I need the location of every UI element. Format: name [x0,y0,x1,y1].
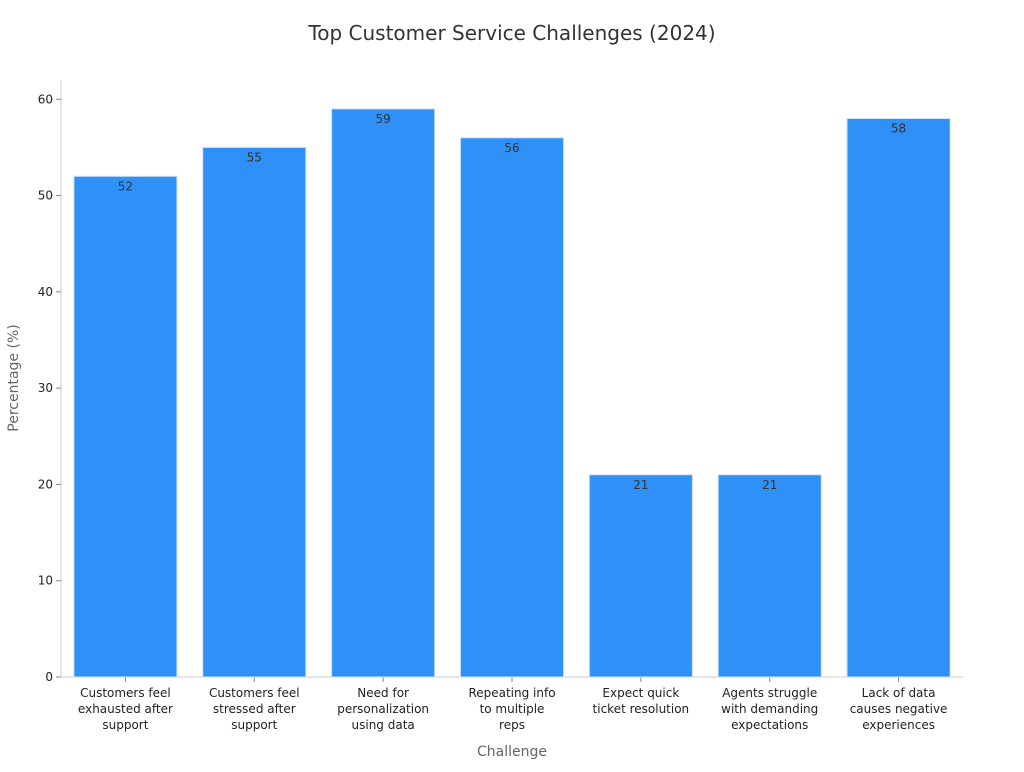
bar [588,474,693,678]
x-tick-label: Repeating info to multiple reps [468,686,555,732]
bar-value-label: 56 [504,141,519,155]
y-tick-label: 50 [38,189,53,203]
bar [459,137,565,678]
bar [717,474,822,678]
bar-value-label: 21 [633,478,648,492]
y-tick-label: 20 [38,477,53,491]
x-tick-label: Lack of data causes negative experiences [850,686,948,732]
y-tick-label: 60 [38,92,53,106]
x-tick-label: Customers feel stressed after support [209,686,300,732]
bar-value-label: 59 [376,112,391,126]
bar-value-label: 52 [118,179,133,193]
y-tick-label: 30 [38,381,53,395]
x-axis-title: Challenge [477,744,547,760]
bar [331,108,436,678]
y-tick-label: 40 [38,285,53,299]
y-axis-title: Percentage (%) [6,324,22,431]
x-tick-label: Expect quick ticket resolution [593,686,690,716]
bar-value-label: 21 [762,478,777,492]
bar-value-label: 58 [891,122,906,136]
bar-value-labels: 52 55 59 56 21 21 58 [118,112,906,492]
x-tick-label: Customers feel exhausted after support [78,686,173,732]
y-tick-label: 0 [45,670,53,684]
chart-title: Top Customer Service Challenges (2024) [307,21,715,45]
bar [846,118,951,678]
x-tick-label: Need for personalization using data [337,686,429,732]
tick-labels: 0 10 20 30 40 50 60 Customers feel exhausted aft… [38,92,948,732]
y-tick-label: 10 [38,574,53,588]
bar [73,175,178,678]
bars [73,108,951,678]
bar [202,146,307,678]
bar-value-label: 55 [247,150,262,164]
x-tick-label: Agents struggle with demanding expectation… [721,686,818,732]
